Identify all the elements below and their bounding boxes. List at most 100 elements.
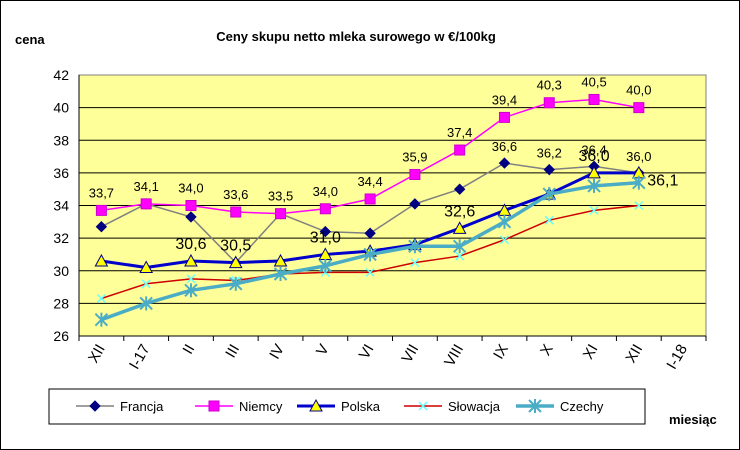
czechy-data-label: 36,1 xyxy=(647,173,678,190)
niemcy-data-label: 39,4 xyxy=(492,92,517,107)
niemcy-marker xyxy=(454,144,466,156)
czechy-marker xyxy=(318,258,333,273)
niemcy-data-label: 34,4 xyxy=(357,174,382,189)
niemcy-data-label: 34,0 xyxy=(313,184,338,199)
francja-marker xyxy=(319,225,332,238)
x-tick-label: XI xyxy=(580,342,602,363)
y-tick-label: 32 xyxy=(53,230,69,246)
polska-marker xyxy=(273,253,288,267)
francja-marker xyxy=(364,227,376,239)
czechy-marker xyxy=(497,214,512,229)
niemcy-marker xyxy=(208,400,220,412)
francja-data-label: 36,2 xyxy=(537,146,562,161)
legend-label: Niemcy xyxy=(239,399,283,414)
x-tick-label: IV xyxy=(266,342,288,363)
niemcy-marker xyxy=(543,97,555,109)
chart-title: Ceny skupu netto mleka surowego w €/100k… xyxy=(216,29,496,44)
niemcy-data-label: 35,9 xyxy=(402,150,427,165)
niemcy-data-label: 34,1 xyxy=(134,179,159,194)
legend: Francja Niemcy Polska Słowacja Czechy xyxy=(48,388,646,425)
x-tick-label: VIII xyxy=(441,342,467,370)
legend-label: Słowacja xyxy=(448,399,501,414)
x-tick-label: XII xyxy=(85,342,109,366)
polska-series: 30,6 30,5 31,0 32,6 36,0 xyxy=(94,148,646,273)
francja-marker xyxy=(409,198,421,210)
niemcy-data-label: 33,6 xyxy=(223,187,248,202)
niemcy-marker xyxy=(140,198,152,210)
niemcy-marker xyxy=(275,208,287,220)
czechy-marker xyxy=(94,312,109,327)
x-tick-label: II xyxy=(180,342,199,358)
y-tick-label: 38 xyxy=(53,132,69,148)
czechy-marker xyxy=(229,276,243,291)
slowacja-marker xyxy=(499,235,509,245)
francja-marker xyxy=(498,157,511,169)
slowacja-marker xyxy=(544,215,554,225)
slowacja-marker xyxy=(455,251,465,261)
francja-marker xyxy=(89,400,101,412)
niemcy-data-label: 37,4 xyxy=(447,125,472,140)
niemcy-marker xyxy=(409,169,421,181)
slowacja-marker xyxy=(186,274,196,284)
legend-entry-czechy: Czechy xyxy=(516,399,604,414)
francja-marker xyxy=(95,220,108,233)
polska-marker xyxy=(94,253,109,267)
x-tick-label: IX xyxy=(490,342,512,363)
x-tick-label: V xyxy=(313,342,333,359)
x-tick-label: X xyxy=(537,342,557,359)
polska-marker xyxy=(139,260,154,273)
slowacja-marker xyxy=(141,279,151,289)
niemcy-marker xyxy=(588,93,600,105)
polska-data-label: 30,5 xyxy=(220,238,251,255)
czechy-marker xyxy=(632,175,646,190)
polska-marker xyxy=(452,221,467,234)
niemcy-series: 33,7 34,1 34,0 33,6 33,5 34,0 34,4 35,9 37,4 39,4… xyxy=(89,74,651,220)
y-tick-label: 28 xyxy=(53,295,69,311)
niemcy-marker xyxy=(364,193,376,205)
legend-entry-francja: Francja xyxy=(76,399,164,414)
niemcy-marker xyxy=(498,111,510,123)
y-tick-label: 40 xyxy=(53,100,69,116)
slowacja-marker xyxy=(418,401,428,411)
francja-series: 36,6 36,2 36,4 36,0 xyxy=(95,139,651,269)
legend-label: Czechy xyxy=(560,399,604,414)
niemcy-marker xyxy=(230,206,242,218)
czechy-marker xyxy=(273,267,288,282)
niemcy-marker xyxy=(633,102,645,114)
niemcy-data-label: 34,0 xyxy=(178,181,203,196)
niemcy-data-label: 40,0 xyxy=(626,83,651,98)
niemcy-data-label: 40,3 xyxy=(537,78,562,93)
niemcy-marker xyxy=(95,204,107,216)
francja-marker xyxy=(453,183,466,195)
polska-data-label: 31,0 xyxy=(310,229,341,246)
francja-marker xyxy=(543,163,555,176)
slowacja-marker xyxy=(410,258,420,268)
niemcy-data-label: 33,7 xyxy=(89,185,114,200)
x-tick-label: I-18 xyxy=(663,342,691,373)
y-tick-label: 36 xyxy=(53,165,69,181)
x-tick-label: XII xyxy=(622,342,646,366)
slowacja-marker xyxy=(365,267,375,277)
polska-data-label: 30,6 xyxy=(175,236,206,253)
polska-data-label: 36,0 xyxy=(578,148,609,165)
y-tick-label: 34 xyxy=(53,198,69,214)
niemcy-marker xyxy=(319,203,331,215)
polska-data-label: 32,6 xyxy=(444,203,475,220)
x-tick-label: III xyxy=(222,342,243,361)
czechy-marker xyxy=(408,239,422,254)
x-tick-label: I-17 xyxy=(126,342,154,373)
czechy-marker xyxy=(452,239,467,254)
legend-label: Francja xyxy=(120,399,164,414)
y-tick-label: 26 xyxy=(53,328,69,344)
polska-marker xyxy=(228,255,243,269)
polska-marker xyxy=(309,398,323,412)
y-tick-label: 42 xyxy=(53,67,69,83)
czechy-marker xyxy=(587,178,601,193)
slowacja-marker xyxy=(634,200,644,211)
niemcy-data-label: 33,5 xyxy=(268,189,293,204)
legend-label: Polska xyxy=(341,399,381,414)
y-axis-title: cena xyxy=(15,32,45,47)
czechy-marker xyxy=(528,399,542,413)
